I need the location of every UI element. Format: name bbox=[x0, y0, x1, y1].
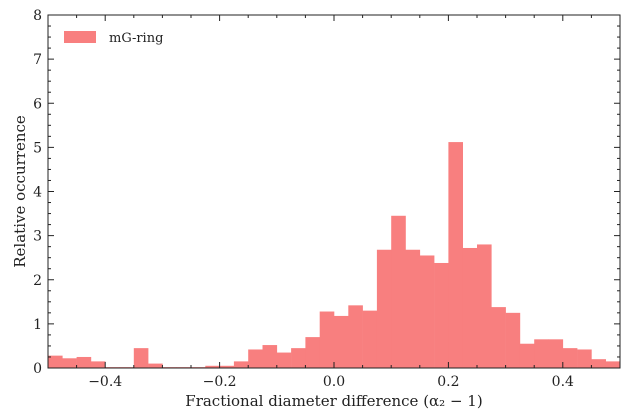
histogram-bar bbox=[348, 305, 363, 368]
histogram-bar bbox=[362, 310, 378, 368]
histogram-bar bbox=[519, 343, 535, 368]
y-tick-label: 3 bbox=[33, 229, 42, 245]
y-tick-label: 4 bbox=[33, 185, 42, 201]
y-axis-label: Relative occurrence bbox=[11, 115, 29, 268]
legend: mG-ring bbox=[64, 31, 163, 46]
legend-swatch bbox=[64, 31, 96, 43]
histogram-bar bbox=[133, 348, 149, 368]
y-tick-label: 0 bbox=[33, 361, 42, 377]
histogram-bar bbox=[334, 315, 349, 368]
x-tick-label: 0.2 bbox=[437, 374, 459, 390]
histogram-bar bbox=[219, 365, 235, 368]
y-tick-label: 1 bbox=[33, 317, 42, 333]
histogram-bar bbox=[248, 349, 263, 368]
histogram-bar bbox=[305, 337, 320, 368]
histogram-bar bbox=[405, 249, 421, 368]
x-tick-label: −0.2 bbox=[203, 374, 237, 390]
y-tick-label: 8 bbox=[33, 8, 42, 24]
histogram-bar bbox=[262, 345, 278, 368]
histogram-bar bbox=[319, 311, 335, 368]
histogram-bar bbox=[548, 339, 564, 368]
histogram-bar bbox=[477, 244, 492, 368]
y-tick-label: 6 bbox=[33, 96, 42, 112]
x-tick-label: 0.4 bbox=[552, 374, 574, 390]
histogram-bar bbox=[448, 142, 463, 368]
histogram-bar bbox=[148, 363, 163, 368]
histogram-bar bbox=[605, 361, 621, 368]
ticks-group bbox=[47, 14, 621, 369]
histogram-bar bbox=[505, 312, 521, 368]
histogram-bar bbox=[591, 359, 606, 368]
histogram-bar bbox=[205, 365, 220, 368]
histogram-bar bbox=[276, 352, 292, 368]
histogram-bar bbox=[233, 361, 249, 368]
tick-labels-group: −0.4 −0.2 0.0 0.2 0.4 0 1 2 3 4 5 6 7 8 bbox=[33, 8, 574, 390]
histogram-bar bbox=[491, 307, 506, 368]
bars-group bbox=[48, 142, 621, 368]
histogram-bar bbox=[562, 348, 578, 368]
histogram-bar bbox=[419, 255, 435, 368]
histogram-bar bbox=[376, 249, 392, 368]
histogram-bar bbox=[434, 262, 449, 368]
histogram-bar bbox=[462, 247, 478, 368]
histogram-bar bbox=[391, 215, 406, 368]
histogram-bar bbox=[577, 349, 592, 368]
histogram-bar bbox=[62, 358, 77, 368]
x-axis-label: Fractional diameter difference (α₂ − 1) bbox=[185, 392, 482, 410]
histogram-bar bbox=[291, 348, 306, 368]
histogram-bar bbox=[76, 356, 92, 368]
x-tick-label: −0.4 bbox=[88, 374, 122, 390]
histogram-bar bbox=[90, 361, 106, 368]
y-tick-label: 7 bbox=[33, 52, 42, 68]
y-tick-label: 5 bbox=[33, 140, 42, 156]
legend-label: mG-ring bbox=[109, 31, 163, 46]
histogram-bar bbox=[48, 355, 63, 368]
y-tick-label: 2 bbox=[33, 273, 42, 289]
x-tick-label: 0.0 bbox=[323, 374, 345, 390]
histogram-bar bbox=[534, 339, 549, 368]
